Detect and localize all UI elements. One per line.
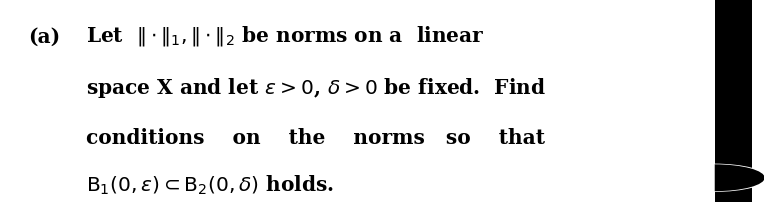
- Circle shape: [662, 164, 764, 192]
- Text: space X and let $\varepsilon > 0$, $\delta > 0$ be fixed.  Find: space X and let $\varepsilon > 0$, $\del…: [86, 76, 546, 100]
- Bar: [715, 0, 752, 202]
- Wedge shape: [715, 164, 764, 191]
- Text: (a): (a): [28, 26, 60, 46]
- Text: Let  $\|\cdot\|_1, \|\cdot\|_2$ be norms on a  linear: Let $\|\cdot\|_1, \|\cdot\|_2$ be norms …: [86, 24, 485, 48]
- Text: conditions    on    the    norms   so    that: conditions on the norms so that: [86, 128, 545, 148]
- Text: $\mathrm{B}_1(0, \varepsilon) \subset \mathrm{B}_2(0, \delta)$ holds.: $\mathrm{B}_1(0, \varepsilon) \subset \m…: [86, 174, 335, 198]
